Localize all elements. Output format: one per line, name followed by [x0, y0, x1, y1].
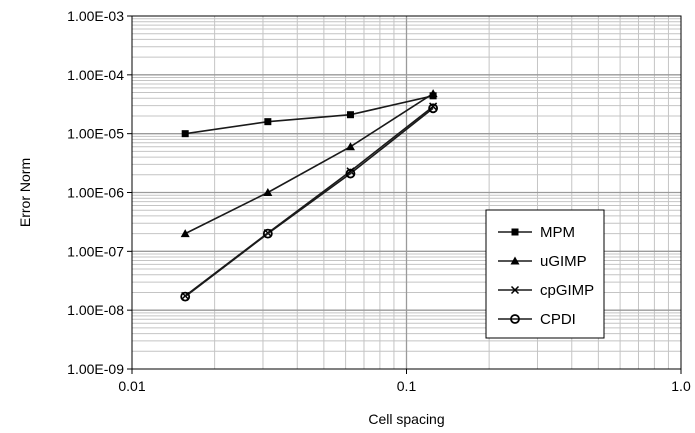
x-axis-ticks: 0.01 0.1 1.0 — [118, 369, 691, 394]
y-tick-label: 1.00E-05 — [67, 126, 124, 142]
data-point-ugimp — [428, 89, 438, 98]
legend: MPM uGIMP cpGIMP CPDI — [485, 209, 605, 339]
y-axis-title: Error Norm — [17, 158, 33, 227]
series-ugimp — [180, 89, 438, 238]
data-point-cpdi — [262, 228, 273, 239]
series-layer — [180, 89, 439, 302]
series-line-mpm — [185, 95, 434, 135]
legend-label-cpdi: CPDI — [540, 311, 576, 328]
legend-item-ugimp: uGIMP — [498, 253, 587, 270]
y-tick-label: 1.00E-08 — [67, 302, 124, 318]
data-point-ugimp — [180, 229, 190, 238]
x-axis-title: Cell spacing — [368, 411, 444, 427]
y-axis-ticks: 1.00E-09 1.00E-08 1.00E-07 1.00E-06 1.00E-05… — [67, 8, 132, 377]
y-tick-label: 1.00E-04 — [67, 67, 124, 83]
data-point-ugimp — [263, 188, 273, 196]
data-point-cpdi — [345, 168, 356, 179]
y-tick-label: 1.00E-07 — [67, 243, 124, 259]
x-tick-label: 0.01 — [118, 378, 145, 394]
y-tick-label: 1.00E-06 — [67, 185, 124, 201]
x-tick-label: 0.1 — [397, 378, 417, 394]
data-point-cpgimp — [346, 167, 355, 176]
data-point-cpdi — [180, 291, 191, 302]
series-line-cpdi — [184, 107, 434, 298]
data-point-mpm — [264, 118, 272, 126]
legend-marker-cpdi — [510, 314, 520, 324]
legend-label-ugimp: uGIMP — [540, 253, 587, 270]
series-cpdi — [180, 103, 439, 302]
legend-item-cpdi: CPDI — [498, 311, 576, 328]
legend-item-mpm: MPM — [498, 224, 575, 241]
series-mpm — [181, 92, 437, 138]
y-tick-label: 1.00E-03 — [67, 8, 124, 24]
data-point-cpdi — [428, 103, 439, 114]
legend-marker-ugimp — [510, 256, 520, 265]
legend-label-cpgimp: cpGIMP — [540, 282, 594, 299]
data-point-mpm — [346, 111, 354, 119]
y-tick-label: 1.00E-09 — [67, 361, 124, 377]
series-line-ugimp — [184, 92, 434, 235]
x-tick-label: 1.0 — [671, 378, 691, 394]
legend-marker-mpm — [511, 228, 519, 236]
data-point-mpm — [181, 130, 189, 138]
legend-marker-cpgimp — [510, 285, 520, 295]
data-point-ugimp — [345, 142, 355, 151]
legend-label-mpm: MPM — [540, 224, 575, 241]
legend-item-cpgimp: cpGIMP — [498, 282, 594, 299]
